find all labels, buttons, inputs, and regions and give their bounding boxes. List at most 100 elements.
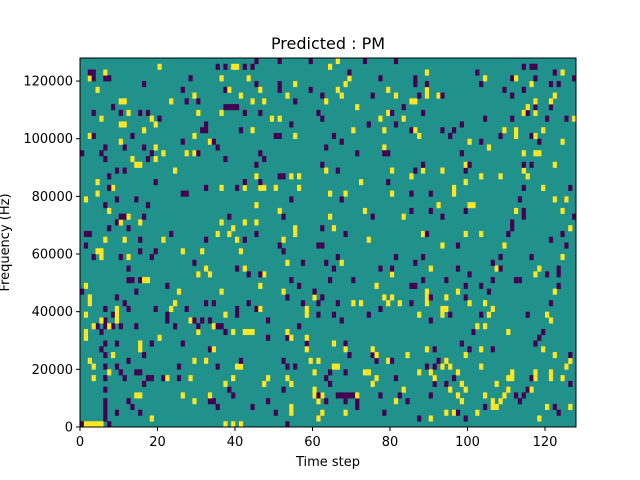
heatmap-cell	[258, 305, 263, 312]
heatmap-cell	[459, 380, 464, 387]
heatmap-cell	[529, 161, 534, 168]
heatmap-cell	[289, 277, 294, 284]
heatmap-cell	[173, 300, 178, 307]
heatmap-cell	[254, 81, 259, 88]
heatmap-cell	[211, 300, 216, 307]
heatmap-cell	[405, 352, 410, 359]
heatmap-cell	[517, 196, 523, 203]
heatmap-cell	[277, 207, 282, 214]
heatmap-cell	[514, 277, 519, 284]
heatmap-cell	[463, 179, 468, 186]
heatmap-cell	[370, 346, 375, 353]
heatmap-cell	[428, 207, 433, 214]
heatmap-cell	[498, 132, 503, 140]
heatmap-cell	[227, 104, 232, 111]
heatmap-cell	[343, 190, 348, 197]
heatmap-cell	[471, 328, 476, 336]
heatmap-cell	[498, 265, 503, 272]
heatmap-cell	[204, 184, 209, 191]
heatmap-cell	[157, 63, 162, 70]
heatmap-cell	[227, 86, 232, 93]
heatmap-cell	[130, 403, 135, 411]
heatmap-cell	[118, 213, 123, 220]
heatmap-cell	[483, 75, 488, 82]
heatmap-cell	[521, 161, 526, 168]
heatmap-cell	[390, 167, 395, 174]
heatmap-cell	[413, 81, 418, 88]
heatmap-cell	[455, 392, 461, 399]
heatmap-cell	[111, 311, 116, 318]
heatmap-cell	[118, 254, 123, 261]
heatmap-cell	[552, 288, 557, 295]
heatmap-cell	[204, 236, 209, 243]
heatmap-cell	[421, 167, 426, 174]
heatmap-cell	[424, 230, 430, 238]
heatmap-cell	[161, 375, 166, 382]
heatmap-cell	[510, 92, 515, 99]
heatmap-cell	[204, 127, 209, 134]
heatmap-cell	[87, 357, 92, 364]
heatmap-cell	[142, 380, 147, 387]
heatmap-cell	[386, 150, 391, 157]
heatmap-cell	[525, 104, 530, 111]
x-tick-label: 60	[304, 435, 321, 450]
heatmap-cell	[227, 213, 232, 220]
heatmap-cell	[556, 271, 561, 278]
heatmap-cell	[122, 213, 127, 220]
heatmap-cell	[494, 380, 499, 387]
heatmap-cell	[107, 184, 112, 191]
heatmap-cell	[91, 375, 96, 382]
heatmap-cell	[107, 369, 112, 376]
heatmap-cell	[378, 305, 383, 312]
heatmap-cell	[467, 271, 472, 278]
heatmap-cell	[316, 311, 321, 318]
heatmap-cell	[285, 421, 290, 428]
heatmap-cell	[506, 386, 511, 393]
heatmap-cell	[258, 282, 263, 289]
heatmap-cell	[87, 75, 92, 82]
heatmap-cell	[87, 230, 92, 238]
heatmap-cell	[393, 375, 399, 382]
heatmap-cell	[107, 173, 112, 180]
heatmap-cell	[409, 300, 414, 307]
heatmap-cell	[421, 230, 426, 238]
heatmap-cell	[114, 219, 120, 226]
heatmap-cell	[246, 300, 251, 307]
heatmap-cell	[506, 328, 511, 336]
heatmap-cell	[514, 207, 519, 214]
heatmap-cell	[161, 236, 166, 243]
heatmap-cell	[103, 340, 108, 347]
heatmap-cell	[548, 317, 554, 324]
heatmap-cell	[103, 403, 108, 411]
heatmap-cell	[428, 317, 433, 324]
heatmap-cell	[568, 403, 573, 411]
heatmap-cell	[424, 92, 430, 99]
x-tick-label: 100	[455, 435, 480, 450]
heatmap-cell	[355, 403, 360, 411]
heatmap-cell	[281, 248, 286, 255]
heatmap-cell	[83, 334, 89, 341]
heatmap-cell	[118, 369, 123, 376]
heatmap-cell	[483, 323, 488, 330]
heatmap-cell	[107, 207, 112, 214]
heatmap-cell	[386, 109, 391, 116]
heatmap-cell	[382, 144, 387, 151]
heatmap-cell	[293, 81, 298, 88]
heatmap-cell	[176, 375, 182, 382]
heatmap-cell	[118, 323, 123, 330]
heatmap-cell	[153, 144, 158, 151]
heatmap-cell	[130, 132, 135, 140]
heatmap-cell	[428, 265, 433, 272]
heatmap-cell	[95, 86, 100, 93]
heatmap-cell	[339, 138, 344, 145]
heatmap-cell	[91, 132, 96, 140]
heatmap-cell	[281, 236, 286, 243]
heatmap-cell	[541, 346, 546, 353]
heatmap-cell	[362, 207, 368, 214]
heatmap-cell	[180, 190, 185, 197]
heatmap-cell	[343, 409, 348, 416]
heatmap-cell	[114, 311, 120, 318]
heatmap-cell	[258, 109, 263, 116]
heatmap-cell	[165, 317, 170, 324]
y-axis-ticks: 0 20000 40000 60000 80000 100000 120000	[23, 75, 80, 436]
